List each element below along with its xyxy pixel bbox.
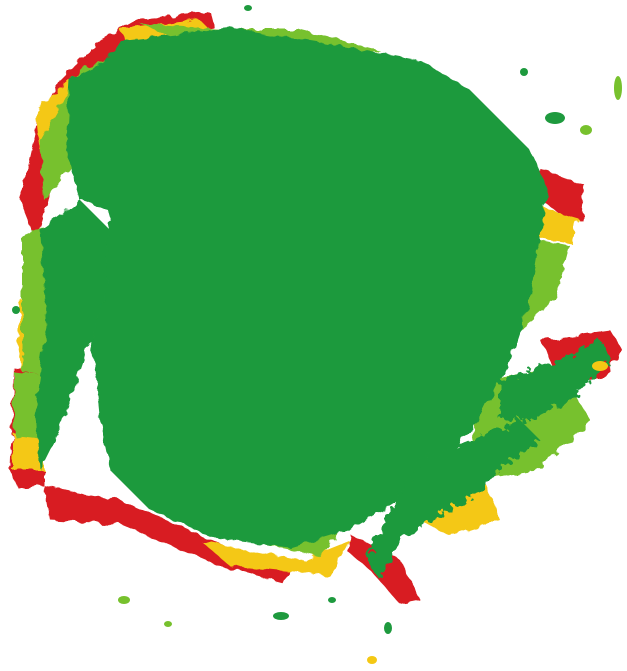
isolated-patch: [545, 112, 565, 124]
isolated-patch: [12, 306, 20, 314]
isolated-patch: [592, 361, 608, 371]
high-coverage-core: [36, 28, 612, 580]
isolated-patch: [328, 597, 336, 603]
bottom-yellow-band: [200, 540, 350, 576]
isolated-patch: [164, 621, 172, 627]
lower-right-scatter: [366, 420, 540, 580]
left-arm-coverage: [36, 200, 110, 470]
upper-left-arm-coverage: [66, 60, 150, 210]
isolated-patch: [580, 125, 592, 135]
isolated-patch: [520, 68, 528, 76]
isolated-patch: [273, 612, 289, 620]
main-coverage-area: [70, 28, 548, 548]
isolated-points: [12, 5, 622, 664]
isolated-patch: [118, 596, 130, 604]
isolated-patch: [384, 622, 392, 634]
isolated-patch: [244, 5, 252, 11]
isolated-patch: [614, 76, 622, 100]
left-lower-yellow: [12, 432, 44, 470]
right-edge-red-block: [536, 168, 586, 220]
right-scatter-arm: [500, 340, 612, 420]
isolated-patch: [367, 656, 377, 664]
